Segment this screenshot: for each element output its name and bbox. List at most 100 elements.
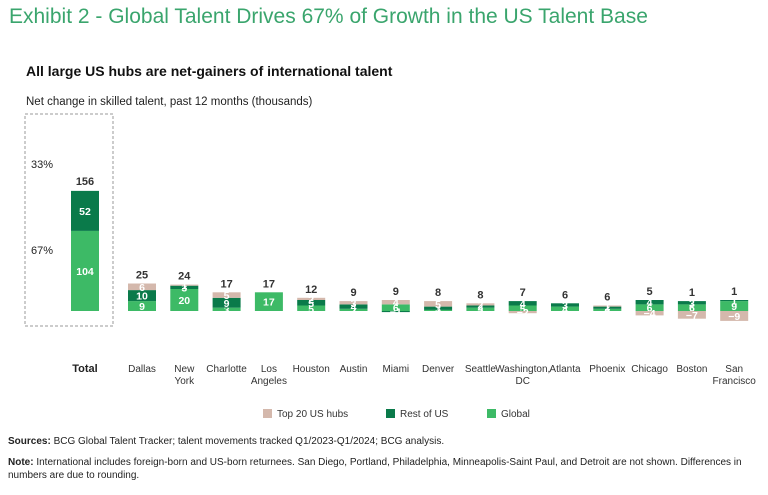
category-label-san-francisco: San [725,364,743,375]
bar-charlotte-rest [212,297,241,308]
bar-denver-global-label: 1 [435,305,441,317]
bar-chicago-global [635,304,664,311]
bar-charlotte-top20-label: 5 [224,290,230,302]
total-bar-rest [71,190,99,231]
bar-los-angeles-global [254,292,283,311]
bar-san-francisco-rest-label: 1 [731,296,737,308]
legend-swatch-rest [386,409,395,418]
bar-phoenix-rest-label: 2 [604,303,610,315]
legend-label-global: Global [501,409,530,420]
bar-seattle-total-label: 8 [477,289,483,301]
bar-los-angeles-total-label: 17 [263,278,275,290]
bar-phoenix-top20-label: 1 [604,301,610,313]
bar-austin-global-label: 2 [351,305,357,317]
bar-new-york-top20-label: 1 [181,280,187,292]
bar-san-francisco-global [720,301,749,311]
bar-atlanta-rest-label: 3 [562,300,568,312]
bar-denver-global [424,309,453,311]
bar-charlotte-top20 [212,292,241,298]
bar-seattle-top20-label: 2 [477,299,483,311]
bar-houston-global [297,305,326,311]
bar-san-francisco-global-label: 9 [731,301,737,313]
legend-label-rest: Rest of US [400,409,449,420]
legend-label-top20: Top 20 US hubs [277,409,348,420]
bar-charlotte-global-label: 3 [224,304,230,316]
bar-denver-rest [424,306,453,310]
bar-boston-rest [677,301,706,305]
bar-austin-rest [339,304,368,309]
bar-denver-rest-label: 3 [435,303,441,315]
note-label: Note: [8,457,34,468]
total-rest-share: 33% [31,159,53,171]
bar-austin-global [339,308,368,311]
bar-boston-top20 [677,311,706,319]
stacked-bar-chart: 1045215633%67%Total910625Dallas203124New… [24,113,757,420]
bar-washington-dc-top20-label: −2 [517,307,529,319]
bar-dallas-rest-label: 10 [136,291,148,303]
exhibit-title: Exhibit 2 - Global Talent Drives 67% of … [9,5,648,28]
bar-new-york-global [170,289,199,311]
total-bar-global [71,230,99,311]
bar-boston-top20-label: −7 [686,310,698,322]
total-global-share: 67% [31,245,53,257]
category-label-washington-dc-line2: DC [515,376,529,387]
bar-phoenix-global [593,308,622,311]
bar-new-york-global-label: 20 [178,295,190,307]
category-label-washington-dc: Washington, [495,364,550,375]
bar-austin-top20-label: 3 [351,298,357,310]
bar-dallas-global-label: 9 [139,301,145,313]
category-label-denver: Denver [422,364,455,375]
sources-note: Sources: BCG Global Talent Tracker; tale… [8,435,760,448]
bar-austin-total-label: 9 [350,287,356,299]
legend-swatch-top20 [263,409,272,418]
category-label-houston: Houston [293,364,330,375]
bar-washington-dc-total-label: 7 [520,287,526,299]
category-label-seattle: Seattle [465,364,497,375]
category-label-san-francisco-line2: Francisco [713,376,757,387]
category-label-los-angeles: Los [261,364,277,375]
bar-dallas-global [128,301,156,311]
bar-denver-total-label: 8 [435,287,441,299]
bar-chicago-global-label: 6 [647,303,653,315]
bar-miami-rest [381,311,410,313]
bar-charlotte-total-label: 17 [220,278,232,290]
sources-label: Sources: [8,436,51,447]
bar-washington-dc-global [508,305,537,311]
bar-seattle-rest [466,305,495,308]
bar-miami-top20-label: 4 [393,297,399,309]
category-label-miami: Miami [382,364,409,375]
bar-houston-rest-label: 5 [308,298,314,310]
bar-atlanta-rest [551,303,579,307]
total-axis-label: Total [72,363,97,375]
bar-houston-top20-label: 2 [308,294,314,306]
bar-houston-global-label: 5 [308,303,314,315]
bar-washington-dc-rest [508,301,537,306]
total-bar-rest-label: 52 [79,206,91,218]
category-label-phoenix: Phoenix [589,364,625,375]
bar-chicago-top20-label: −4 [644,308,656,320]
category-label-atlanta: Atlanta [549,364,581,375]
bar-austin-rest-label: 4 [351,302,357,314]
bar-denver-top20-label: 5 [435,299,441,311]
bar-miami-total-label: 9 [393,286,399,298]
bar-seattle-global-label: 3 [477,304,483,316]
legend-swatch-global [487,409,496,418]
bar-miami-rest-label: −1 [390,307,402,319]
bar-houston-top20 [297,297,326,300]
bar-chicago-rest [635,300,664,305]
bar-miami-top20 [381,300,410,305]
bar-miami-global [381,304,410,311]
bar-san-francisco-rest [720,300,749,302]
chart-subtitle: All large US hubs are net-gainers of int… [26,63,393,79]
axis-note: Net change in skilled talent, past 12 mo… [26,96,313,108]
bar-dallas-rest [128,290,156,302]
bar-san-francisco-top20-label: −9 [728,311,740,323]
bar-atlanta-total-label: 6 [562,289,568,301]
bar-new-york-total-label: 24 [178,271,191,283]
category-label-charlotte: Charlotte [206,364,247,375]
bar-washington-dc-top20 [508,311,537,314]
bar-charlotte-global [212,307,241,311]
bar-phoenix-rest [593,306,622,309]
bar-dallas-total-label: 25 [136,270,148,282]
bar-houston-rest [297,300,326,306]
